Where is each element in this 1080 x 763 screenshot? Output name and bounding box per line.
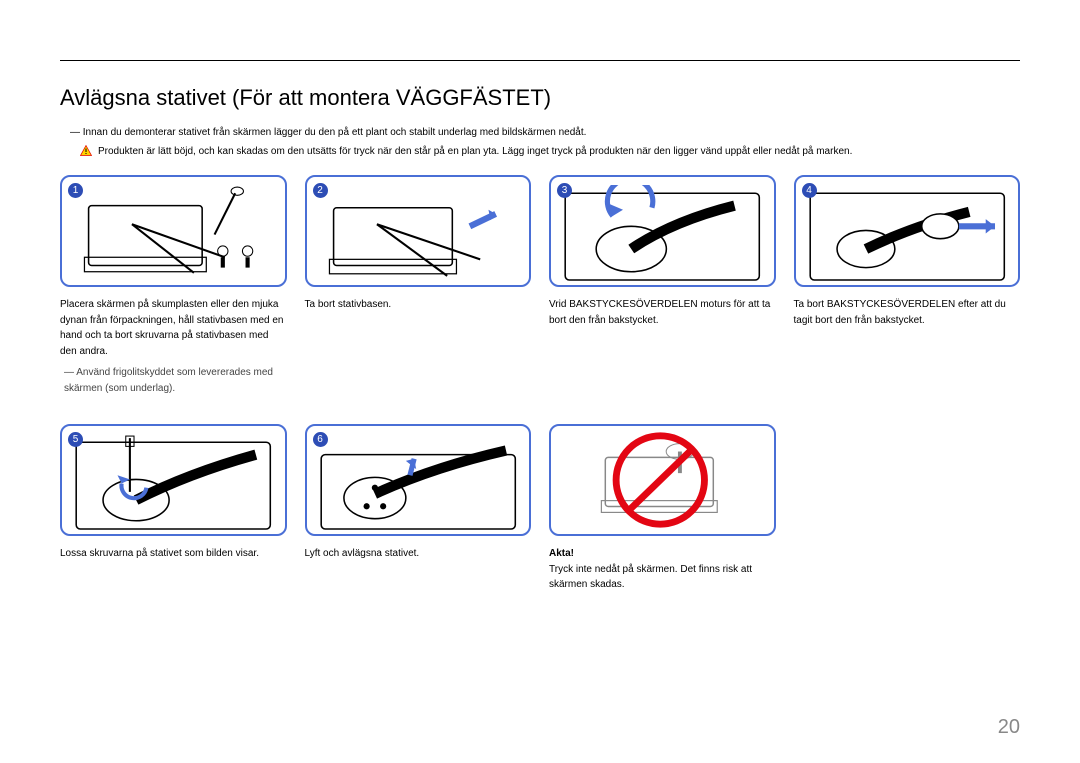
top-divider	[60, 60, 1020, 61]
step-1-text: Placera skärmen på skumplasten eller den…	[60, 297, 287, 359]
caution-caption: Akta! Tryck inte nedåt på skärmen. Det f…	[549, 546, 776, 593]
step-badge: 6	[313, 432, 328, 447]
step-2-figure: 2	[305, 175, 532, 287]
caution-figure	[549, 424, 776, 536]
figure-art	[804, 185, 1011, 287]
caution-text: Tryck inte nedåt på skärmen. Det finns r…	[549, 564, 752, 591]
step-2: 2 Ta bort stativbasen.	[305, 175, 532, 396]
step-badge: 5	[68, 432, 83, 447]
warning-row: Produkten är lätt böjd, och kan skadas o…	[60, 144, 1020, 159]
step-4-text: Ta bort BAKSTYCKESÖVERDELEN efter att du…	[794, 297, 1021, 328]
step-2-text: Ta bort stativbasen.	[305, 297, 532, 313]
step-badge: 3	[557, 183, 572, 198]
step-5-figure: 5	[60, 424, 287, 536]
step-1-subtext: Använd frigolitskyddet som levererades m…	[60, 365, 287, 396]
caution-panel: Akta! Tryck inte nedåt på skärmen. Det f…	[549, 424, 776, 593]
page-title: Avlägsna stativet (För att montera VÄGGF…	[60, 85, 1020, 111]
step-3-text: Vrid BAKSTYCKESÖVERDELEN moturs för att …	[549, 297, 776, 328]
step-4: 4 Ta bort BAKSTYCKESÖVERDELEN efter att …	[794, 175, 1021, 396]
step-3-figure: 3	[549, 175, 776, 287]
step-6-text: Lyft och avlägsna stativet.	[305, 546, 532, 562]
figure-art	[315, 434, 522, 536]
step-badge: 4	[802, 183, 817, 198]
figure-art	[70, 434, 277, 536]
step-5: 5 Lossa skruvarna på stativet som bilden…	[60, 424, 287, 593]
figure-art	[559, 185, 766, 287]
step-1: 1 Placera skärmen på skumplasten eller d…	[60, 175, 287, 396]
steps-grid: 1 Placera skärmen på skumplasten eller d…	[60, 175, 1020, 593]
step-4-figure: 4	[794, 175, 1021, 287]
step-badge: 2	[313, 183, 328, 198]
prohibit-art	[551, 426, 774, 534]
figure-art	[70, 185, 277, 287]
warning-text: Produkten är lätt böjd, och kan skadas o…	[98, 144, 852, 159]
step-6: 6 Lyft och avlägsna stativet.	[305, 424, 532, 593]
step-3: 3 Vrid BAKSTYCKESÖVERDELEN moturs för at…	[549, 175, 776, 396]
step-1-figure: 1	[60, 175, 287, 287]
page-number: 20	[998, 716, 1020, 739]
step-5-text: Lossa skruvarna på stativet som bilden v…	[60, 546, 287, 562]
caution-title: Akta!	[549, 548, 574, 559]
step-badge: 1	[68, 183, 83, 198]
figure-art	[315, 185, 522, 287]
step-6-figure: 6	[305, 424, 532, 536]
intro-text: Innan du demonterar stativet från skärme…	[60, 125, 1020, 140]
warning-icon	[80, 145, 92, 156]
